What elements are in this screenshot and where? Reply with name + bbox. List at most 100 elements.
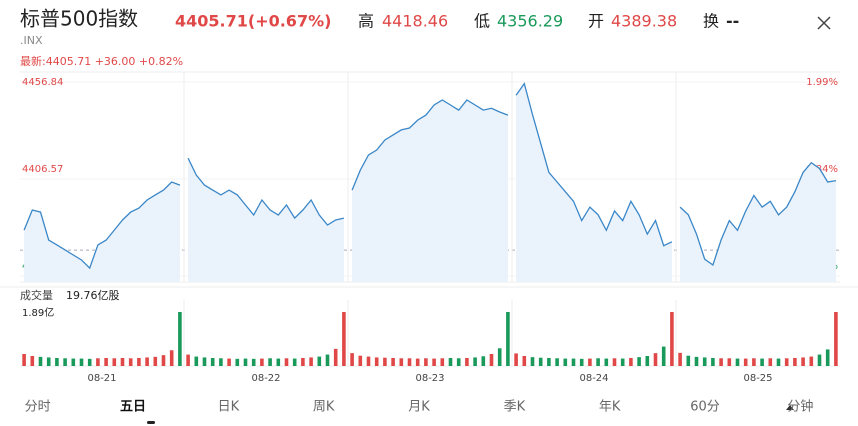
volume-bar — [596, 358, 600, 366]
volume-bar — [202, 357, 207, 366]
volume-bar — [481, 356, 486, 366]
volume-bar — [768, 358, 773, 366]
close-button[interactable] — [817, 16, 831, 30]
tab[interactable]: 分时 — [25, 400, 51, 415]
volume-title: 成交量 — [20, 288, 53, 302]
volume-bar — [235, 358, 240, 366]
volume-bar — [325, 354, 330, 366]
tab[interactable]: 年K — [599, 400, 621, 415]
volume-bar — [46, 357, 51, 366]
volume-bar — [251, 358, 256, 366]
price-line — [351, 99, 509, 191]
volume-bar — [210, 358, 215, 366]
price-line — [187, 157, 345, 226]
date-label: 08-24 — [579, 373, 608, 384]
volume-bar — [415, 358, 420, 366]
price-line — [515, 82, 673, 247]
volume-bar — [817, 354, 822, 366]
volume-bar — [399, 358, 404, 366]
pct-label: 0.84% — [806, 164, 838, 175]
volume-bar — [793, 358, 797, 366]
tab[interactable]: 分钟 — [787, 399, 813, 415]
volume-bar — [260, 358, 264, 366]
volume-bar — [670, 312, 674, 366]
volume-bar — [292, 358, 297, 366]
tab[interactable]: 周K — [313, 400, 335, 415]
price-area — [352, 100, 508, 282]
high: 4418.46 — [382, 12, 448, 31]
volume-bar — [268, 358, 272, 366]
price-area — [24, 182, 180, 282]
volume-tick-label: 1.89亿 — [22, 306, 54, 319]
volume-bar — [161, 355, 166, 366]
volume-bar — [96, 358, 100, 366]
volume-bar — [702, 357, 707, 366]
volume-bar — [489, 354, 494, 366]
volume-bar — [645, 356, 650, 366]
volume-bar — [194, 356, 199, 366]
volume-bar — [465, 358, 469, 366]
volume-bar — [497, 348, 502, 366]
volume-bar — [547, 358, 551, 366]
volume-bar — [809, 356, 814, 366]
volume-bar — [784, 358, 789, 366]
volume-bar — [169, 350, 174, 366]
tab[interactable]: 季K — [504, 400, 526, 415]
volume-bar — [219, 358, 223, 366]
volume-bar — [366, 356, 371, 366]
volume-bar — [678, 352, 682, 366]
volume-bar — [801, 357, 805, 366]
turnover-label: 换 — [703, 12, 719, 31]
volume-bar — [186, 354, 190, 366]
volume-bar — [555, 358, 559, 366]
volume-bar — [522, 356, 527, 366]
date-label: 08-25 — [743, 373, 772, 384]
low: 4356.29 — [497, 12, 563, 31]
volume-bar — [87, 358, 92, 366]
volume-bar — [424, 358, 428, 366]
volume-bar — [776, 358, 781, 366]
price-line — [679, 161, 837, 267]
volume-bar — [227, 358, 231, 366]
volume-bar — [243, 358, 248, 366]
tab[interactable]: 月K — [408, 400, 430, 415]
volume-bar — [473, 357, 477, 366]
volume-bar — [128, 358, 133, 366]
volume-bar — [63, 358, 67, 366]
tab[interactable]: 日K — [218, 400, 240, 415]
volume-bar — [383, 357, 387, 366]
volume-bar — [374, 357, 379, 366]
volume-bar — [317, 356, 322, 366]
volume-bar — [514, 353, 518, 366]
volume-bar — [407, 358, 412, 366]
tab[interactable]: 60分 — [690, 400, 720, 415]
tab-indicator — [147, 421, 155, 424]
volume-bar — [653, 353, 658, 366]
volume-bar — [391, 358, 395, 366]
volume-bar — [456, 358, 461, 366]
volume-bar — [694, 356, 699, 366]
volume-bar — [342, 312, 346, 366]
volume-bar — [612, 358, 617, 366]
info-line: 最新:4405.71 +36.00 +0.82% — [20, 54, 183, 68]
volume-bar — [825, 349, 830, 366]
price-area — [680, 162, 836, 282]
pct-label: 1.99% — [806, 77, 838, 88]
volume-bar — [440, 358, 445, 366]
dropdown-arrow — [786, 405, 794, 410]
tab[interactable]: 五日 — [120, 400, 146, 415]
price-line — [23, 181, 181, 270]
volume-bar — [719, 358, 723, 366]
y-tick-label: 4456.84 — [22, 77, 63, 88]
price-area — [188, 158, 344, 282]
index-name: 标普500指数 — [20, 7, 138, 31]
volume-bar — [629, 358, 633, 366]
volume-bar — [333, 348, 338, 366]
volume-bar — [538, 357, 543, 366]
index-code: .INX — [20, 34, 43, 47]
volume-bar — [309, 357, 313, 366]
date-label: 08-21 — [87, 373, 116, 384]
volume-bar — [760, 358, 764, 366]
